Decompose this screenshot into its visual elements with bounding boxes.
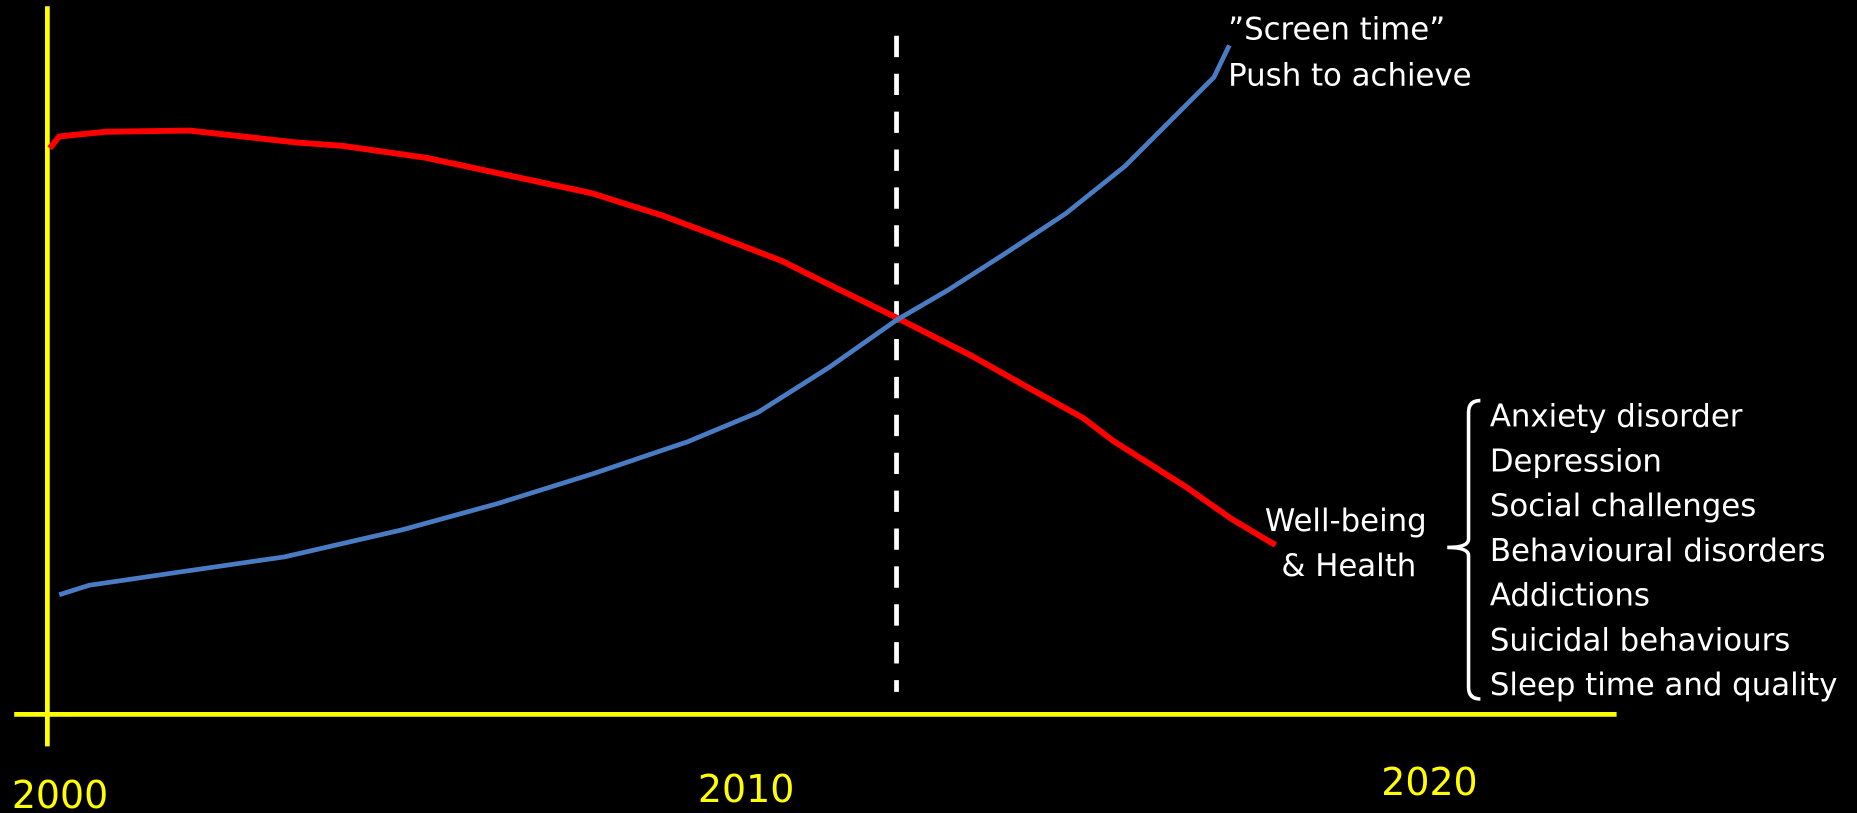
outcome-item: Depression bbox=[1490, 443, 1662, 479]
outcome-item: Behavioural disorders bbox=[1490, 533, 1826, 569]
bracket bbox=[1447, 398, 1481, 701]
curve-label: Push to achieve bbox=[1228, 58, 1471, 94]
outcome-item: Anxiety disorder bbox=[1490, 399, 1743, 435]
x-axis-label: 2010 bbox=[698, 767, 794, 811]
outcome-item: Sleep time and quality bbox=[1490, 667, 1838, 703]
well-being-curve bbox=[47, 127, 1278, 548]
outcome-item: Social challenges bbox=[1490, 488, 1756, 524]
x-axis-label: 2020 bbox=[1381, 760, 1477, 804]
outcome-item: Addictions bbox=[1490, 578, 1650, 614]
curve-label: & Health bbox=[1281, 548, 1416, 584]
screen-time-curve bbox=[58, 44, 1232, 598]
curve-label: ”Screen time” bbox=[1228, 11, 1445, 47]
curve-label: Well-being bbox=[1265, 503, 1427, 539]
outcome-item: Suicidal behaviours bbox=[1490, 622, 1790, 658]
x-axis-label: 2000 bbox=[12, 773, 108, 813]
outcome-list: Anxiety disorder Depression Social challen… bbox=[1490, 399, 1838, 704]
